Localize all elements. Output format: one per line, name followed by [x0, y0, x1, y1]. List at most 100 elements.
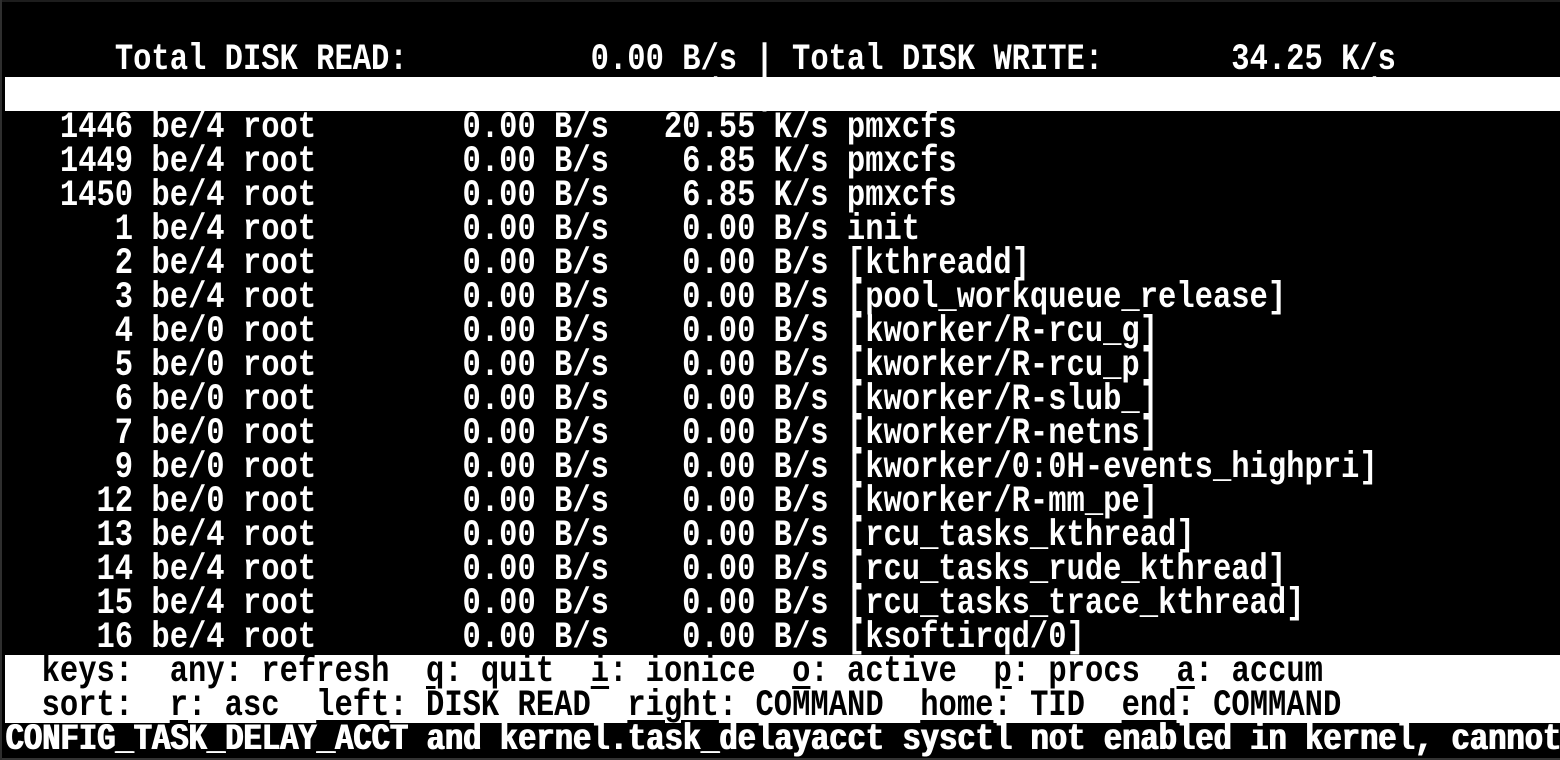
cell-tid: 4	[114, 311, 134, 353]
cell-disk-read: 0.00 B/s	[462, 617, 609, 659]
column-header-disk-write-sorted: DISK WRITE>	[737, 107, 939, 149]
total-disk-read-label: Total DISK READ:	[114, 39, 408, 81]
cell-tid: 14	[96, 549, 134, 591]
cell-command: [kworker/0:0H-events_highpri]	[846, 447, 1378, 489]
cell-prio: be/4	[151, 549, 225, 591]
cell-disk-write: 0.00 B/s	[682, 447, 829, 489]
process-row: 16 be/4 root 0.00 B/s 0.00 B/s [ksoftirqd/0]	[5, 617, 1560, 659]
process-row: 6 be/0 root 0.00 B/s 0.00 B/s [kworker/R-slub…	[5, 379, 1560, 421]
cell-tid: 2	[114, 243, 134, 285]
cell-user: root	[242, 175, 317, 217]
current-disk-write-value: 17.12 K/s	[1231, 73, 1396, 115]
hotkey-action: refresh	[261, 651, 390, 693]
cell-prio: be/0	[151, 379, 225, 421]
cell-disk-read: 0.00 B/s	[462, 107, 609, 149]
hotkey: left	[316, 685, 390, 727]
hotkey-action: active	[847, 651, 957, 693]
hotkey-action: procs	[1048, 651, 1140, 693]
current-disk-read-label: Current DISK READ:	[114, 73, 445, 115]
cell-prio: be/4	[151, 209, 225, 251]
column-separator: |	[755, 73, 774, 115]
key-hint: right: COMMAND	[591, 685, 883, 727]
hotkey-separator: :	[993, 685, 1031, 727]
key-hint: r: asc	[133, 685, 280, 727]
hotkey: any	[169, 651, 225, 693]
summary-line-current: Current DISK READ: 438.39 K/s | Current DIS…	[5, 43, 1560, 113]
cell-user: root	[242, 413, 317, 455]
total-disk-read-value: 0.00 B/s	[590, 39, 738, 81]
hotkey-action: COMMAND	[1213, 685, 1342, 727]
key-hint: end: COMMAND	[1085, 685, 1342, 727]
cell-tid: 5	[114, 345, 134, 387]
hotkey-separator: :	[188, 685, 225, 727]
process-row: 12 be/0 root 0.00 B/s 0.00 B/s [kworker/R-mm_…	[5, 481, 1560, 523]
cell-command: [ksoftirqd/0]	[846, 617, 1085, 659]
hotkey-separator: :	[1194, 651, 1232, 693]
hotkey-action: TID	[1030, 685, 1085, 727]
cell-disk-read: 0.00 B/s	[462, 413, 609, 455]
cell-user: root	[242, 617, 317, 659]
cell-user: root	[242, 515, 317, 557]
cell-tid: 3	[114, 277, 134, 319]
status-bar: CONFIG_TASK_DELAY_ACCT and kernel.task_d…	[5, 722, 1560, 759]
cell-command: [rcu_tasks_trace_kthread]	[846, 583, 1305, 625]
key-hint: p: procs	[957, 651, 1140, 693]
cell-command: [kworker/R-slub_]	[846, 379, 1159, 421]
hotkey-action: asc	[224, 685, 280, 727]
cell-user: root	[242, 549, 317, 591]
hotkey-action: DISK READ	[426, 685, 591, 727]
current-disk-read-value: 438.39 K/s	[554, 73, 738, 115]
column-separator: |	[755, 39, 774, 81]
summary-line-total: Total DISK READ: 0.00 B/s | Total DISK WRIT…	[5, 9, 1560, 79]
hotkey: r	[169, 685, 189, 727]
hotkey: home	[920, 685, 994, 727]
cell-tid: 1	[114, 209, 134, 251]
cell-disk-read: 0.00 B/s	[462, 447, 609, 489]
hotkey-separator: :	[1011, 651, 1049, 693]
column-header-command: COMMAND	[1011, 107, 1140, 149]
help-keys-line: keys: any: refresh q: quit i: ionice o: acti…	[5, 654, 1560, 691]
process-row: 2 be/4 root 0.00 B/s 0.00 B/s [kthreadd]	[5, 243, 1560, 285]
cell-command: pmxcfs	[846, 107, 957, 149]
total-disk-write-label: Total DISK WRITE:	[792, 39, 1104, 81]
key-hint: o: active	[756, 651, 957, 693]
keys-label: keys:	[41, 651, 134, 693]
cell-command: [kthreadd]	[846, 243, 1030, 285]
cell-command: [kworker/R-rcu_g]	[846, 311, 1159, 353]
cell-prio: be/4	[151, 107, 225, 149]
total-disk-write-value: 34.25 K/s	[1231, 39, 1396, 81]
cell-disk-read: 0.00 B/s	[462, 515, 609, 557]
cell-disk-write: 0.00 B/s	[682, 379, 829, 421]
cell-tid: 6	[114, 379, 134, 421]
cell-disk-write: 0.00 B/s	[682, 345, 829, 387]
cell-disk-read: 0.00 B/s	[462, 311, 609, 353]
cell-disk-write: 0.00 B/s	[682, 481, 829, 523]
hotkey: p	[993, 651, 1012, 693]
cell-command: init	[846, 209, 921, 251]
hotkey: o	[792, 651, 811, 693]
cell-tid: 13	[96, 515, 134, 557]
hotkey: a	[1176, 651, 1195, 693]
process-row: 1450 be/4 root 0.00 B/s 6.85 K/s pmxcfs	[5, 175, 1560, 217]
cell-tid: 1449	[59, 141, 134, 183]
cell-command: [rcu_tasks_rude_kthread]	[846, 549, 1287, 591]
process-row: 4 be/0 root 0.00 B/s 0.00 B/s [kworker/R-rcu_…	[5, 311, 1560, 353]
process-row: 7 be/0 root 0.00 B/s 0.00 B/s [kworker/R-netn…	[5, 413, 1560, 455]
key-hint: i: ionice	[554, 651, 756, 693]
cell-user: root	[242, 583, 317, 625]
hotkey: i	[590, 651, 610, 693]
cell-disk-write: 0.00 B/s	[682, 515, 829, 557]
cell-prio: be/0	[151, 345, 225, 387]
cell-tid: 7	[114, 413, 134, 455]
cell-prio: be/0	[151, 311, 225, 353]
cell-tid: 15	[96, 583, 134, 625]
cell-user: root	[242, 345, 317, 387]
cell-tid: 16	[96, 617, 134, 659]
hotkey-action: accum	[1231, 651, 1323, 693]
cell-disk-read: 0.00 B/s	[462, 583, 609, 625]
key-hint: home: TID	[884, 685, 1085, 727]
cell-prio: be/4	[151, 175, 225, 217]
key-hint: any: refresh	[133, 651, 390, 693]
process-row: 1449 be/4 root 0.00 B/s 6.85 K/s pmxcfs	[5, 141, 1560, 183]
